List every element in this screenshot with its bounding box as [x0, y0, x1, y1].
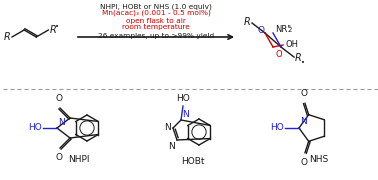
- Text: NHPI, HOBt or NHS (1.0 equiv): NHPI, HOBt or NHS (1.0 equiv): [100, 3, 212, 10]
- Text: N: N: [300, 117, 307, 126]
- Text: R: R: [50, 25, 56, 35]
- Text: NHS: NHS: [309, 155, 328, 164]
- Text: N: N: [164, 123, 171, 132]
- Text: 2: 2: [288, 27, 292, 33]
- Text: O: O: [301, 89, 307, 98]
- Text: HOBt: HOBt: [181, 157, 205, 166]
- Text: O: O: [56, 94, 62, 103]
- Text: •: •: [55, 24, 59, 30]
- Text: HO: HO: [28, 123, 42, 132]
- Text: R: R: [3, 32, 10, 42]
- Text: Mn(acac)₃ (0.001 - 0.5 mol%): Mn(acac)₃ (0.001 - 0.5 mol%): [102, 9, 211, 15]
- Text: •: •: [301, 60, 305, 66]
- Text: HO: HO: [270, 123, 284, 132]
- Text: OH: OH: [285, 39, 298, 48]
- Text: NR": NR": [275, 24, 291, 33]
- Text: O: O: [275, 50, 282, 59]
- Text: room temperature: room temperature: [122, 24, 190, 30]
- Text: N: N: [168, 142, 175, 151]
- Text: 26 examples, up to >99% yield: 26 examples, up to >99% yield: [98, 33, 214, 39]
- Text: O: O: [258, 26, 265, 35]
- Text: O: O: [301, 158, 307, 167]
- Text: N: N: [182, 110, 189, 119]
- Text: O: O: [56, 153, 62, 162]
- Text: open flask to air: open flask to air: [126, 18, 186, 24]
- Text: NHPI: NHPI: [68, 155, 90, 164]
- Text: R: R: [295, 53, 302, 63]
- Text: N: N: [58, 118, 65, 127]
- Text: R: R: [243, 17, 250, 27]
- Text: HO: HO: [176, 94, 190, 103]
